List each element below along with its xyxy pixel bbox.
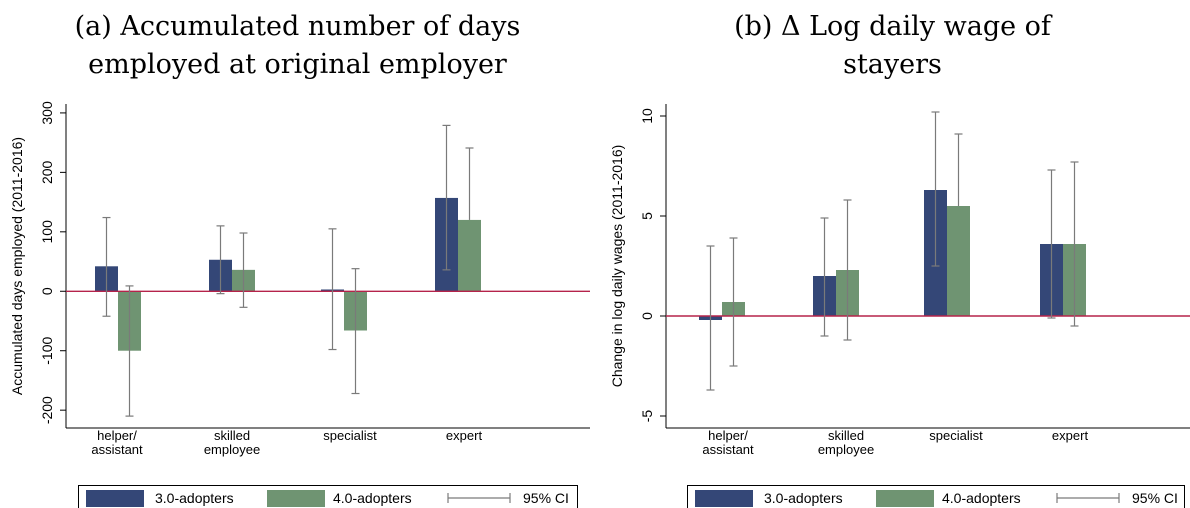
bar: [947, 206, 970, 316]
x-tick-label: specialist: [929, 428, 983, 443]
chart-plot-b: -5 0 5 10 Change in log daily wages (2011-20…: [609, 104, 1190, 457]
y-tick-label: -200: [39, 396, 55, 424]
legend-swatch-4-0: [876, 490, 934, 507]
chart-title-line: stayers: [843, 49, 942, 80]
chart-title-line: (a) Accumulated number of days: [74, 11, 521, 42]
x-tick-label: employee: [818, 442, 874, 457]
y-tick-label: -5: [639, 410, 655, 423]
legend-label-3-0: 3.0-adopters: [764, 490, 843, 506]
y-tick-label: 0: [639, 312, 655, 320]
legend-swatch-4-0: [267, 490, 325, 507]
x-tick-label: assistant: [91, 442, 143, 457]
chart-panel-b: (b) Δ Log daily wage of stayers -5 0 5 10 Ch…: [595, 0, 1190, 508]
y-tick-label: 200: [39, 160, 55, 184]
y-tick-label: 10: [639, 108, 655, 124]
y-tick-label: 0: [39, 287, 55, 295]
x-tick-label: helper/: [708, 428, 748, 443]
legend-swatch-3-0: [86, 490, 144, 507]
y-axis-label: Change in log daily wages (2011-2016): [609, 145, 625, 388]
legend-ci-icon: [1056, 493, 1120, 503]
x-tick-label: skilled: [214, 428, 250, 443]
y-tick-label: -100: [39, 336, 55, 364]
y-tick-label: 100: [39, 220, 55, 244]
chart-title-line: employed at original employer: [88, 49, 507, 80]
legend: 3.0-adopters 4.0-adopters 95% CI: [687, 485, 1185, 508]
y-axis-label: Accumulated days employed (2011-2016): [9, 137, 25, 395]
y-tick-label: 300: [39, 101, 55, 125]
legend-ci-icon: [447, 493, 511, 503]
bar: [458, 219, 481, 292]
legend-label-ci: 95% CI: [1132, 490, 1178, 506]
y-tick-label: 5: [639, 212, 655, 220]
chart-panel-a: (a) Accumulated number of days employed …: [0, 8, 595, 508]
legend: 3.0-adopters 4.0-adopters 95% CI: [78, 485, 578, 508]
chart-plot-a: -200 -100 0 100 200 300 Accumulated days emplo…: [9, 101, 590, 457]
x-tick-label: expert: [446, 428, 483, 443]
chart-title: (a) Accumulated number of days employed …: [0, 8, 595, 84]
legend-label-3-0: 3.0-adopters: [155, 490, 234, 506]
legend-label-4-0: 4.0-adopters: [942, 490, 1021, 506]
legend-label-ci: 95% CI: [523, 490, 569, 506]
chart-title: (b) Δ Log daily wage of stayers: [595, 8, 1190, 84]
x-tick-label: skilled: [828, 428, 864, 443]
chart-title-line: (b) Δ Log daily wage of: [734, 11, 1051, 42]
x-tick-label: helper/: [97, 428, 137, 443]
x-tick-label: expert: [1052, 428, 1089, 443]
legend-swatch-3-0: [695, 490, 753, 507]
x-tick-label: assistant: [702, 442, 754, 457]
legend-label-4-0: 4.0-adopters: [333, 490, 412, 506]
x-tick-label: employee: [204, 442, 260, 457]
x-tick-label: specialist: [323, 428, 377, 443]
